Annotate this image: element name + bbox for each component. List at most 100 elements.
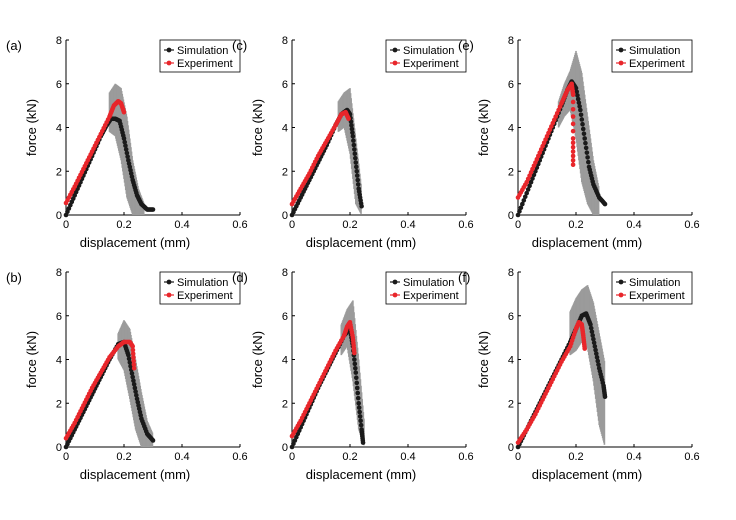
- data-point: [354, 173, 360, 178]
- data-point: [582, 346, 587, 351]
- x-tick-label: 0.2: [116, 219, 131, 231]
- panel-5: 0 0.2 0.4 0.6 0 2 4 6 8 displacement (mm) force (k…: [458, 267, 700, 482]
- data-point: [356, 405, 362, 410]
- legend-label: Simulation: [629, 277, 680, 289]
- data-point: [130, 347, 136, 353]
- x-tick-label: 0.4: [400, 219, 415, 231]
- experiment-series: [289, 320, 357, 439]
- data-point: [570, 121, 576, 127]
- data-point: [602, 394, 608, 399]
- x-tick-label: 0.2: [342, 219, 357, 231]
- data-point: [584, 150, 590, 155]
- legend-marker: [618, 292, 624, 298]
- data-point: [130, 344, 135, 349]
- scatter-band: [557, 50, 600, 215]
- data-point: [353, 370, 359, 375]
- y-tick-label: 6: [282, 311, 288, 323]
- data-point: [586, 159, 591, 165]
- data-point: [358, 418, 363, 424]
- y-tick-label: 4: [56, 123, 62, 135]
- legend-box: [385, 271, 467, 305]
- panel-3: 0 0.2 0.4 0.6 0 2 4 6 8 displacement (mm) force (k…: [6, 267, 248, 482]
- data-point: [520, 201, 525, 207]
- x-tick-label: 0.6: [232, 451, 247, 463]
- data-point: [588, 325, 594, 331]
- legend-marker: [166, 292, 172, 298]
- x-tick-label: 0.6: [232, 219, 247, 231]
- data-point: [570, 158, 576, 163]
- data-point: [353, 375, 359, 381]
- data-point: [588, 322, 593, 327]
- panel-1: 0 0.2 0.4 0.6 0 2 4 6 8 displacement (mm) force (k…: [232, 35, 474, 250]
- data-point: [353, 164, 359, 170]
- data-point: [594, 355, 600, 360]
- data-point: [602, 201, 608, 207]
- legend-label: Experiment: [629, 290, 685, 302]
- y-tick-label: 4: [508, 355, 514, 367]
- data-point: [352, 147, 357, 152]
- panel-label: (e): [458, 38, 474, 53]
- y-axis-label: force (kN): [476, 99, 491, 156]
- data-point: [521, 198, 527, 203]
- y-tick-label: 8: [56, 267, 62, 279]
- x-tick-label: 0.4: [400, 451, 415, 463]
- y-tick-label: 6: [282, 79, 288, 91]
- data-point: [123, 143, 128, 149]
- data-point: [355, 390, 361, 396]
- y-axis-label: force (kN): [476, 331, 491, 388]
- data-point: [349, 126, 355, 132]
- data-point: [576, 100, 582, 106]
- y-tick-label: 4: [56, 355, 62, 367]
- x-axis-label: displacement (mm): [306, 235, 417, 250]
- data-point: [589, 329, 595, 335]
- panel-2: 0 0.2 0.4 0.6 0 2 4 6 8 displacement (mm) force (k…: [458, 35, 700, 250]
- data-point: [353, 365, 358, 371]
- data-point: [356, 400, 362, 406]
- y-tick-label: 0: [56, 210, 62, 222]
- x-tick-label: 0.4: [626, 451, 641, 463]
- y-tick-label: 0: [508, 210, 514, 222]
- data-point: [574, 89, 580, 95]
- legend-label: Simulation: [403, 277, 454, 289]
- data-point: [580, 126, 586, 132]
- experiment-series: [63, 339, 137, 441]
- data-point: [524, 190, 529, 196]
- x-axis-label: displacement (mm): [532, 235, 643, 250]
- data-point: [358, 422, 364, 428]
- panel-label: (d): [232, 270, 248, 285]
- data-point: [131, 365, 137, 371]
- x-axis-label: displacement (mm): [80, 467, 191, 482]
- y-tick-label: 2: [56, 166, 62, 178]
- data-point: [129, 371, 135, 376]
- x-tick-label: 0.4: [626, 219, 641, 231]
- legend-label: Experiment: [403, 290, 459, 302]
- legend-box: [159, 271, 241, 305]
- y-tick-label: 2: [508, 398, 514, 410]
- panel-0: 0 0.2 0.4 0.6 0 2 4 6 8 displacement (mm) force (k…: [6, 35, 248, 250]
- x-tick-label: 0.6: [684, 219, 699, 231]
- legend-box: [611, 39, 693, 73]
- panel-4: 0 0.2 0.4 0.6 0 2 4 6 8 displacement (mm) force (k…: [232, 267, 474, 482]
- data-point: [573, 85, 579, 91]
- data-point: [583, 140, 588, 146]
- data-point: [582, 136, 587, 141]
- y-tick-label: 0: [56, 442, 62, 454]
- legend-label: Experiment: [177, 58, 233, 70]
- data-point: [517, 209, 522, 214]
- y-tick-label: 8: [56, 35, 62, 47]
- data-point: [354, 385, 360, 391]
- legend-box: [611, 271, 693, 305]
- x-tick-label: 0.6: [458, 219, 473, 231]
- panel-label: (a): [6, 38, 22, 53]
- data-point: [357, 414, 363, 419]
- x-tick-label: 0.4: [174, 219, 189, 231]
- y-tick-label: 4: [282, 123, 288, 135]
- x-tick-label: 0.2: [342, 451, 357, 463]
- data-point: [585, 155, 590, 160]
- data-point: [126, 356, 132, 362]
- data-point: [583, 145, 589, 151]
- data-point: [130, 374, 135, 380]
